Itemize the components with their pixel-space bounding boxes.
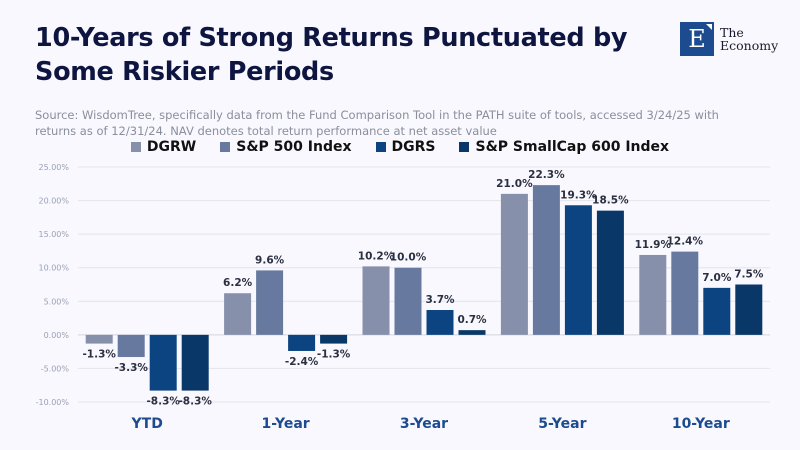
- source-note: Source: WisdomTree, specifically data fr…: [35, 108, 719, 138]
- chart-title: 10-Years of Strong Returns Punctuated by…: [35, 23, 628, 87]
- bar: [703, 287, 731, 335]
- logo-text: The Economy: [720, 26, 778, 52]
- x-category-label: 5-Year: [538, 416, 586, 432]
- legend-item: S&P 500 Index: [220, 139, 352, 155]
- y-tick-label: 5.00%: [44, 297, 70, 306]
- bar: [596, 210, 624, 335]
- data-label: 10.2%: [358, 250, 395, 262]
- logo-mark-letter: E: [688, 25, 706, 53]
- bar: [288, 334, 316, 351]
- y-tick-label: 0.00%: [44, 331, 70, 340]
- logo-mark-icon: E: [680, 22, 714, 56]
- logo-tick-icon: [706, 24, 712, 30]
- bar: [671, 251, 699, 335]
- y-tick-label: 15.00%: [38, 230, 69, 239]
- legend-item: DGRW: [130, 139, 197, 155]
- legend-swatch-dgrs: [375, 142, 386, 152]
- data-label: 18.5%: [592, 195, 629, 207]
- bar: [320, 334, 348, 344]
- data-label: -2.4%: [285, 356, 319, 368]
- data-label: 6.2%: [223, 277, 253, 289]
- data-label: -3.3%: [114, 362, 148, 374]
- legend-swatch-dgrw: [130, 142, 141, 152]
- bar: [256, 270, 284, 335]
- data-label: 0.7%: [457, 314, 487, 326]
- legend-swatch-sp600: [459, 142, 470, 152]
- bar: [735, 284, 763, 335]
- legend-label: S&P SmallCap 600 Index: [475, 139, 670, 155]
- bar: [532, 185, 560, 335]
- x-category-label: 1-Year: [261, 416, 309, 432]
- data-label: 9.6%: [255, 254, 285, 266]
- chart-legend: DGRW S&P 500 Index DGRS S&P SmallCap 600…: [0, 139, 800, 155]
- legend-swatch-sp500: [220, 142, 231, 152]
- y-tick-label: 20.00%: [38, 197, 69, 206]
- publisher-logo: E The Economy: [680, 22, 778, 56]
- data-label: 12.4%: [667, 236, 704, 248]
- logo-line-2: Economy: [720, 38, 779, 53]
- data-label: 7.5%: [734, 269, 764, 281]
- legend-item: S&P SmallCap 600 Index: [459, 139, 669, 155]
- legend-label: DGRS: [391, 139, 436, 155]
- data-label: -8.3%: [178, 396, 212, 408]
- logo-line-1: The: [720, 25, 744, 40]
- legend-item: DGRS: [375, 139, 436, 155]
- bar: [149, 334, 177, 391]
- data-label: -1.3%: [82, 349, 116, 361]
- bar: [181, 334, 209, 391]
- data-label: 11.9%: [635, 239, 672, 251]
- data-label: 21.0%: [496, 178, 533, 190]
- bar: [394, 267, 422, 335]
- bar: [362, 266, 390, 335]
- bar: [639, 254, 667, 335]
- legend-label: DGRW: [146, 139, 197, 155]
- bar: [458, 330, 486, 335]
- legend-label: S&P 500 Index: [236, 139, 352, 155]
- bar: [500, 193, 528, 335]
- x-category-label: 3-Year: [400, 416, 448, 432]
- y-tick-label: 10.00%: [38, 264, 69, 273]
- data-label: 19.3%: [560, 189, 597, 201]
- x-category-label: 10-Year: [672, 416, 730, 432]
- y-tick-label: 25.00%: [38, 163, 69, 172]
- bar: [117, 334, 145, 358]
- bar: [224, 293, 252, 335]
- bar: [564, 205, 592, 335]
- y-tick-label: -10.00%: [36, 398, 70, 407]
- data-label: 22.3%: [528, 169, 565, 181]
- x-category-label: YTD: [131, 416, 163, 432]
- data-label: 10.0%: [390, 252, 427, 264]
- data-label: 3.7%: [425, 294, 455, 306]
- bar: [85, 334, 113, 344]
- bar: [426, 310, 454, 335]
- data-label: -8.3%: [146, 396, 180, 408]
- y-tick-label: -5.00%: [41, 364, 70, 373]
- data-label: 7.0%: [702, 272, 732, 284]
- data-label: -1.3%: [317, 349, 351, 361]
